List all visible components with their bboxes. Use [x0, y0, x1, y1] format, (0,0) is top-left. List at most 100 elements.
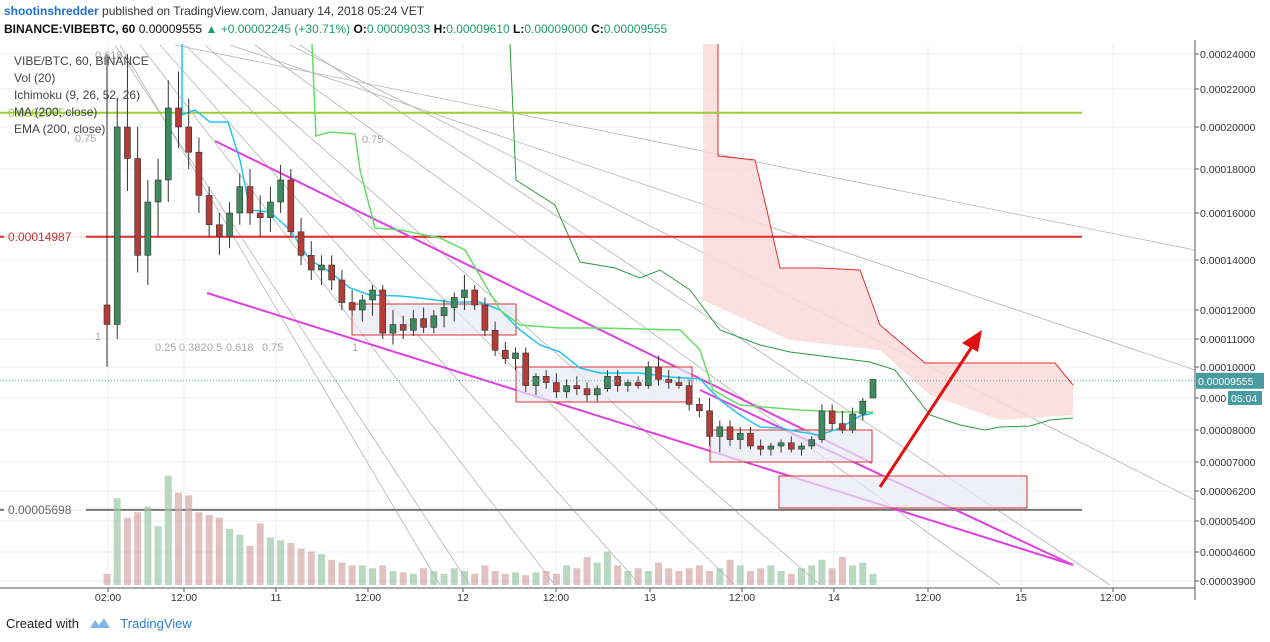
- consolidation-box: [778, 475, 1028, 509]
- volume-bar: [746, 571, 754, 585]
- candle-body: [624, 382, 632, 386]
- candle-body: [246, 186, 254, 214]
- time-tick-label: 12:00: [729, 592, 755, 604]
- channel-upper-line: [214, 140, 873, 464]
- volume-bar: [450, 568, 458, 585]
- symbol-name: BINANCE:VIBEBTC, 60: [4, 22, 136, 36]
- volume-bar: [818, 559, 826, 585]
- volume-bar: [593, 562, 601, 585]
- price-change: +0.00002245 (+30.71%): [220, 22, 351, 36]
- volume-bar: [389, 571, 397, 585]
- senkou-b-line: [509, 43, 1074, 431]
- fib-label: 0.75: [262, 342, 283, 354]
- last-price-tag-label: 0.00009555: [1198, 376, 1254, 388]
- candle-body: [216, 224, 223, 237]
- candle-body: [256, 212, 264, 218]
- volume-bar: [583, 557, 591, 585]
- time-tick-label: 14: [828, 592, 840, 604]
- candle-body: [267, 201, 274, 218]
- resistance-label-bg: [4, 227, 86, 246]
- fib-label: 0.382: [179, 342, 207, 354]
- legend-volume[interactable]: Vol (20): [14, 71, 56, 85]
- candle-body: [542, 375, 550, 383]
- candle-body: [450, 297, 458, 308]
- time-tick-label: 11: [271, 592, 282, 604]
- volume-bar: [154, 526, 162, 585]
- countdown-label: 05:04: [1231, 393, 1257, 405]
- volume-bar: [338, 562, 346, 585]
- volume-bar: [236, 534, 244, 585]
- volume-bar: [859, 562, 867, 585]
- legend-ma[interactable]: MA (200, close): [14, 105, 98, 119]
- candle-body: [103, 304, 111, 325]
- volume-bar: [522, 575, 530, 585]
- volume-bar: [501, 573, 509, 585]
- volume-bar: [379, 565, 387, 585]
- volume-bar: [512, 572, 520, 585]
- candle-body: [113, 126, 121, 325]
- volume-bar: [246, 545, 254, 585]
- published-text: published on TradingView.com, January 14…: [102, 4, 425, 18]
- chart-canvas[interactable]: 0.618 0.75 1 0.25 0.382 0.5 0.618 0.75 1 0.75 0.00…: [0, 40, 1270, 610]
- candle-body: [318, 264, 325, 271]
- legend-ichimoku[interactable]: Ichimoku (9, 26, 52, 26): [14, 88, 141, 102]
- candle-body: [787, 442, 795, 450]
- volume-bar: [399, 572, 407, 585]
- support-label-bg: [4, 500, 86, 519]
- close-value: 0.00009555: [603, 22, 668, 36]
- volume-bar: [256, 523, 264, 585]
- author-link[interactable]: shootinshredder: [4, 4, 99, 18]
- tradingview-logo-icon: [89, 616, 111, 633]
- open-label: O:: [353, 22, 367, 36]
- volume-bar: [491, 571, 499, 585]
- candle-body: [859, 400, 867, 415]
- candle-body: [593, 388, 601, 396]
- price-tick-label: 0.00012000: [1200, 305, 1256, 317]
- price-tick-label: 0.00018000: [1200, 164, 1256, 176]
- close-label: C:: [591, 22, 604, 36]
- volume-bar: [307, 551, 315, 585]
- volume-bar: [144, 506, 152, 585]
- footer: Created with TradingView: [6, 616, 192, 633]
- kijun-sen-line: [311, 43, 873, 413]
- fib-label: 0.618: [226, 342, 254, 354]
- candle-body: [338, 279, 346, 303]
- price-tick-label: 0.00011000: [1200, 334, 1255, 346]
- legend-ema[interactable]: EMA (200, close): [14, 122, 106, 136]
- candle-body: [808, 439, 816, 447]
- time-tick-label: 12: [457, 592, 469, 604]
- candle-body: [777, 442, 785, 447]
- volume-bar: [542, 571, 550, 585]
- volume-bar: [409, 573, 417, 585]
- open-value: 0.00009033: [366, 22, 431, 36]
- candle-body: [369, 289, 376, 301]
- candle-body: [399, 324, 407, 331]
- fib-label: 0.25: [155, 342, 176, 354]
- volume-bar: [164, 475, 172, 585]
- volume-bar: [532, 572, 540, 585]
- candle-body: [716, 426, 724, 437]
- tradingview-link[interactable]: TradingView: [120, 616, 192, 631]
- volume-bar: [103, 573, 111, 585]
- candle-body: [410, 318, 417, 331]
- ichimoku-cloud: [703, 44, 1073, 420]
- volume-bar: [287, 543, 295, 585]
- fib-label: 1: [352, 342, 358, 354]
- volume-bar: [767, 565, 775, 585]
- volume-bar: [634, 568, 642, 585]
- volume-bar: [420, 568, 428, 585]
- volume-bar: [266, 537, 274, 585]
- price-tick-label: 0.00008000: [1200, 425, 1256, 437]
- candle-body: [839, 423, 846, 431]
- resistance-label: 0.00014987: [8, 230, 72, 244]
- candle-body: [481, 304, 489, 331]
- price-tick-label: 0.00022000: [1200, 84, 1256, 96]
- volume-bar: [573, 568, 581, 585]
- legend-title: VIBE/BTC, 60, BINANCE: [14, 54, 149, 68]
- volume-bar: [215, 517, 223, 585]
- low-label: L:: [513, 22, 525, 36]
- volume-bar: [624, 571, 632, 585]
- fib-label: 0.75: [75, 133, 96, 145]
- candle-body: [226, 212, 233, 237]
- candle-body: [195, 151, 203, 196]
